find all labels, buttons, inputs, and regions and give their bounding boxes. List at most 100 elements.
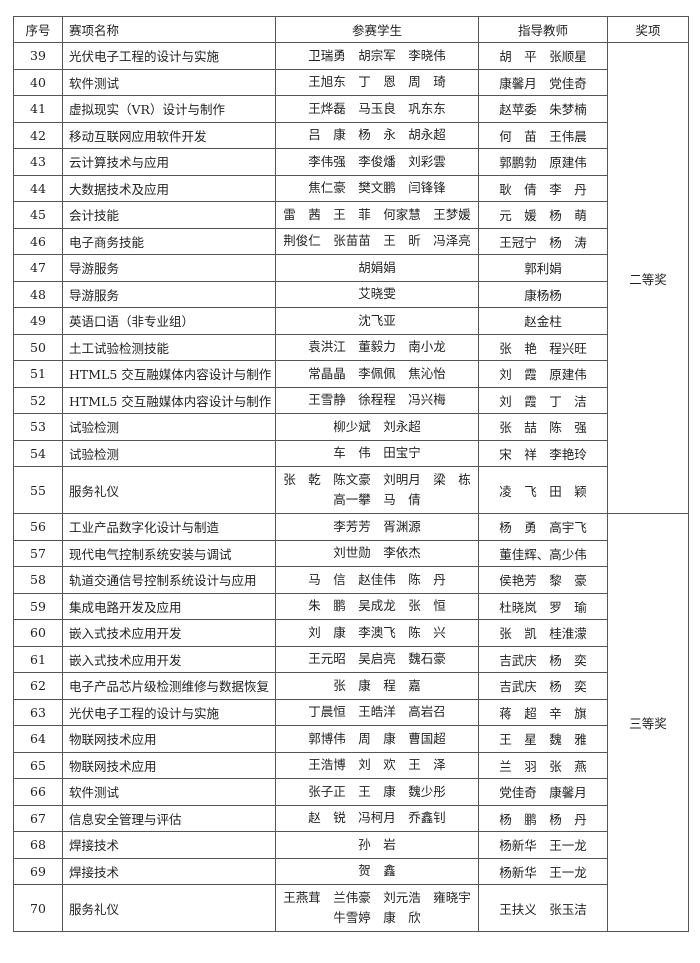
event-name: 导游服务: [62, 254, 276, 282]
event-name: 云计算技术与应用: [62, 148, 276, 176]
table-row: 44 大数据技术及应用 焦仁豪 樊文鹏 闫锋锋 耿 倩 李 丹: [13, 174, 689, 202]
student-names: 王元昭 吴启亮 魏石豪: [308, 651, 446, 667]
table-row: 43 云计算技术与应用 李伟强 李俊燔 刘彩雲 郭鹏勃 原建伟: [13, 148, 689, 176]
row-number: 68: [13, 831, 63, 859]
student-names: 沈飞亚: [358, 312, 396, 328]
table-row: 40 软件测试 王旭东 丁 恩 周 琦 康馨月 党佳奇: [13, 68, 689, 96]
students-cell: 卫瑞勇 胡宗军 李晓伟: [275, 42, 479, 70]
teachers-cell: 张 艳 程兴旺: [478, 333, 608, 361]
event-name: 物联网技术应用: [62, 751, 276, 779]
students-cell: 朱 鹏 吴成龙 张 恒: [275, 592, 479, 620]
students-cell: 车 伟 田宝宁: [275, 439, 479, 467]
row-number: 44: [13, 174, 63, 202]
row-number: 48: [13, 280, 63, 308]
students-cell: 刘世勋 李依杰: [275, 539, 479, 567]
event-name: 嵌入式技术应用开发: [62, 645, 276, 673]
student-names: 卫瑞勇 胡宗军 李晓伟: [308, 47, 446, 63]
header-no: 序号: [13, 16, 63, 43]
row-number: 61: [13, 645, 63, 673]
teachers-cell: 胡 平 张顺星: [478, 42, 608, 70]
award-cell: 三等奖: [607, 513, 689, 932]
event-name: 导游服务: [62, 280, 276, 308]
event-name: HTML5 交互融媒体内容设计与制作: [62, 386, 276, 414]
students-cell: 袁洪江 董毅力 南小龙: [275, 333, 479, 361]
table-row: 51 HTML5 交互融媒体内容设计与制作 常晶晶 李佩佩 焦沁怡 刘 霞 原建伟: [13, 360, 689, 388]
row-number: 43: [13, 148, 63, 176]
students-cell: 王燕茸 兰伟豪 刘元浩 雍晓宇 牛雪婷 康 欣: [275, 884, 479, 932]
student-names: 王燕茸 兰伟豪 刘元浩 雍晓宇: [283, 890, 471, 905]
table-row: 67 信息安全管理与评估 赵 锐 冯柯月 乔鑫钊 杨 鹏 杨 丹: [13, 804, 689, 832]
event-name: 光伏电子工程的设计与实施: [62, 42, 276, 70]
event-name: 会计技能: [62, 201, 276, 229]
student-names: 张子正 王 康 魏少彤: [308, 783, 446, 799]
table-row: 58 轨道交通信号控制系统设计与应用 马 信 赵佳伟 陈 丹 侯艳芳 黎 豪: [13, 566, 689, 594]
event-name: 移动互联网应用软件开发: [62, 121, 276, 149]
event-name: 服务礼仪: [62, 466, 276, 514]
teachers-cell: 董佳辉、高少伟: [478, 539, 608, 567]
row-number: 41: [13, 95, 63, 123]
students-cell: 郭博伟 周 康 曹国超: [275, 725, 479, 753]
row-number: 42: [13, 121, 63, 149]
students-cell: 沈飞亚: [275, 307, 479, 335]
row-number: 66: [13, 778, 63, 806]
header-row: 序号 赛项名称 参赛学生 指导教师 奖项: [13, 16, 689, 43]
students-cell: 刘 康 李澳飞 陈 兴: [275, 619, 479, 647]
student-names: 赵 锐 冯柯月 乔鑫钊: [308, 810, 446, 826]
event-name: 焊接技术: [62, 857, 276, 885]
award-cell: 二等奖: [607, 42, 689, 514]
row-number: 53: [13, 413, 63, 441]
event-name: 试验检测: [62, 413, 276, 441]
students-cell: 雷 茜 王 菲 何家慧 王梦媛: [275, 201, 479, 229]
teachers-cell: 侯艳芳 黎 豪: [478, 566, 608, 594]
students-cell: 常晶晶 李佩佩 焦沁怡: [275, 360, 479, 388]
students-cell: 胡娟娟: [275, 254, 479, 282]
table-row: 41 虚拟现实（VR）设计与制作 王烨磊 马玉良 巩东东 赵苹委 朱梦楠: [13, 95, 689, 123]
table-row: 56 工业产品数字化设计与制造 李芳芳 胥渊源 杨 勇 高宇飞 三等奖: [13, 513, 689, 932]
students-cell: 王浩博 刘 欢 王 泽: [275, 751, 479, 779]
row-number: 51: [13, 360, 63, 388]
student-names: 柳少斌 刘永超: [333, 418, 421, 434]
table-row: 45 会计技能雷 茜 王 菲 何家慧 王梦媛元 媛 杨 萌: [13, 201, 689, 229]
event-name: 软件测试: [62, 68, 276, 96]
table-row: 63 光伏电子工程的设计与实施 丁晨恒 王皓洋 高岩召 蒋 超 辛 旗: [13, 698, 689, 726]
table-row: 50 土工试验检测技能 袁洪江 董毅力 南小龙 张 艳 程兴旺: [13, 333, 689, 361]
header-teachers: 指导教师: [478, 16, 608, 43]
row-number: 64: [13, 725, 63, 753]
event-name: 试验检测: [62, 439, 276, 467]
students-cell: 柳少斌 刘永超: [275, 413, 479, 441]
table-row: 70 服务礼仪 王燕茸 兰伟豪 刘元浩 雍晓宇 牛雪婷 康 欣王扶义 张玉洁: [13, 884, 689, 932]
students-cell: 荆俊仁 张苗苗 王 昕 冯泽亮: [275, 227, 479, 255]
student-names: 艾晓雯: [358, 286, 396, 302]
row-number: 46: [13, 227, 63, 255]
student-names: 马 信 赵佳伟 陈 丹: [308, 571, 446, 587]
student-names: 刘 康 李澳飞 陈 兴: [308, 624, 446, 640]
students-cell: 张子正 王 康 魏少彤: [275, 778, 479, 806]
row-number: 60: [13, 619, 63, 647]
table-row: 57 现代电气控制系统安装与调试 刘世勋 李依杰 董佳辉、高少伟: [13, 539, 689, 567]
student-names: 焦仁豪 樊文鹏 闫锋锋: [308, 180, 446, 196]
row-number: 47: [13, 254, 63, 282]
teachers-cell: 吉武庆 杨 奕: [478, 645, 608, 673]
event-name: 大数据技术及应用: [62, 174, 276, 202]
row-number: 39: [13, 42, 63, 70]
row-number: 55: [13, 466, 63, 514]
students-cell: 王旭东 丁 恩 周 琦: [275, 68, 479, 96]
teachers-cell: 杨 鹏 杨 丹: [478, 804, 608, 832]
students-cell: 王元昭 吴启亮 魏石豪: [275, 645, 479, 673]
student-names: 王旭东 丁 恩 周 琦: [308, 74, 446, 90]
table-row: 62 电子产品芯片级检测维修与数据恢复 张 康 程 嘉 吉武庆 杨 奕: [13, 672, 689, 700]
teachers-cell: 杨 勇 高宇飞: [478, 513, 608, 541]
student-names: 刘世勋 李依杰: [333, 545, 421, 561]
student-names: 王烨磊 马玉良 巩东东: [308, 100, 446, 116]
row-number: 58: [13, 566, 63, 594]
event-name: 轨道交通信号控制系统设计与应用: [62, 566, 276, 594]
student-names: 丁晨恒 王皓洋 高岩召: [308, 704, 446, 720]
row-number: 57: [13, 539, 63, 567]
table-row: 46 电子商务技能 荆俊仁 张苗苗 王 昕 冯泽亮 王冠宁 杨 涛: [13, 227, 689, 255]
table-row: 59 集成电路开发及应用 朱 鹏 吴成龙 张 恒 杜晓岚 罗 瑜: [13, 592, 689, 620]
student-names: 王浩博 刘 欢 王 泽: [308, 757, 446, 773]
event-name: 服务礼仪: [62, 884, 276, 932]
table-row: 54 试验检测 车 伟 田宝宁 宋 祥 李艳玲: [13, 439, 689, 467]
event-name: 光伏电子工程的设计与实施: [62, 698, 276, 726]
student-names: 张 乾 陈文豪 刘明月 梁 栋: [283, 472, 471, 487]
